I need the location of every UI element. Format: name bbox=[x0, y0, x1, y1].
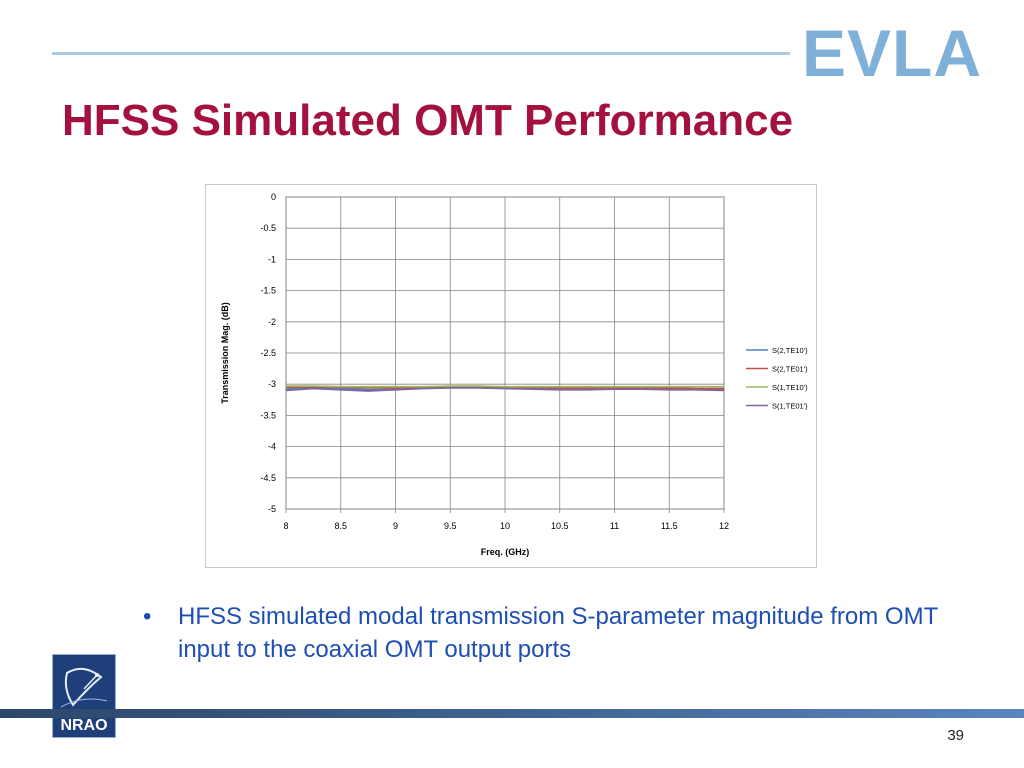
radio-telescope-icon bbox=[60, 667, 108, 708]
y-tick-label: -3 bbox=[268, 379, 276, 389]
y-tick-label: -1.5 bbox=[260, 286, 276, 296]
y-tick-label: -2.5 bbox=[260, 348, 276, 358]
bullet-text: HFSS simulated modal transmission S-para… bbox=[178, 603, 938, 663]
x-tick-label: 11 bbox=[610, 521, 619, 531]
y-tick-label: -1 bbox=[268, 254, 276, 264]
x-tick-label: 8 bbox=[283, 521, 288, 531]
legend-label: S(1,TE10') bbox=[772, 383, 808, 392]
legend-label: S(2,TE10') bbox=[772, 346, 808, 355]
series-line-4 bbox=[285, 387, 725, 392]
footer-band bbox=[0, 709, 1024, 718]
page-number: 39 bbox=[947, 727, 964, 744]
x-axis-label: Freq. (GHz) bbox=[481, 547, 530, 557]
y-axis-label: Transmission Mag. (dB) bbox=[220, 302, 230, 404]
bullet-marker: • bbox=[143, 603, 152, 630]
y-tick-label: -4.5 bbox=[260, 473, 276, 483]
bullet-list: • HFSS simulated modal transmission S-pa… bbox=[143, 600, 963, 666]
x-tick-label: 12 bbox=[719, 521, 729, 531]
y-tick-label: -3.5 bbox=[260, 410, 276, 420]
chart-frame: 0 -0.5 -1 -1.5 -2 -2.5 -3 -3.5 -4 -4.5 -5 8 8.5 9 9.5 1… bbox=[205, 184, 817, 568]
x-tick-label: 10 bbox=[500, 521, 510, 531]
x-tick-label: 8.5 bbox=[334, 521, 347, 531]
y-tick-label: -4 bbox=[268, 442, 276, 452]
x-tick-label: 10.5 bbox=[551, 521, 569, 531]
x-tick-label: 9 bbox=[393, 521, 398, 531]
evla-logo: EVLA bbox=[802, 16, 983, 90]
series-line-3 bbox=[286, 385, 724, 388]
nrao-logo-text: NRAO bbox=[60, 717, 108, 734]
y-tick-label: -2 bbox=[268, 317, 276, 327]
x-tick-label: 9.5 bbox=[444, 521, 457, 531]
legend-label: S(2,TE01') bbox=[772, 365, 808, 374]
y-tick-label: -5 bbox=[268, 504, 276, 514]
header-rule bbox=[52, 52, 790, 55]
legend-label: S(1,TE01') bbox=[772, 402, 808, 411]
slide-title: HFSS Simulated OMT Performance bbox=[62, 96, 794, 145]
x-tick-label: 11.5 bbox=[661, 521, 678, 531]
y-tick-label: 0 bbox=[271, 192, 276, 202]
nrao-logo: NRAO bbox=[52, 654, 116, 738]
y-tick-label: -0.5 bbox=[260, 223, 276, 233]
transmission-chart: 0 -0.5 -1 -1.5 -2 -2.5 -3 -3.5 -4 -4.5 -5 8 8.5 9 9.5 1… bbox=[220, 192, 808, 557]
